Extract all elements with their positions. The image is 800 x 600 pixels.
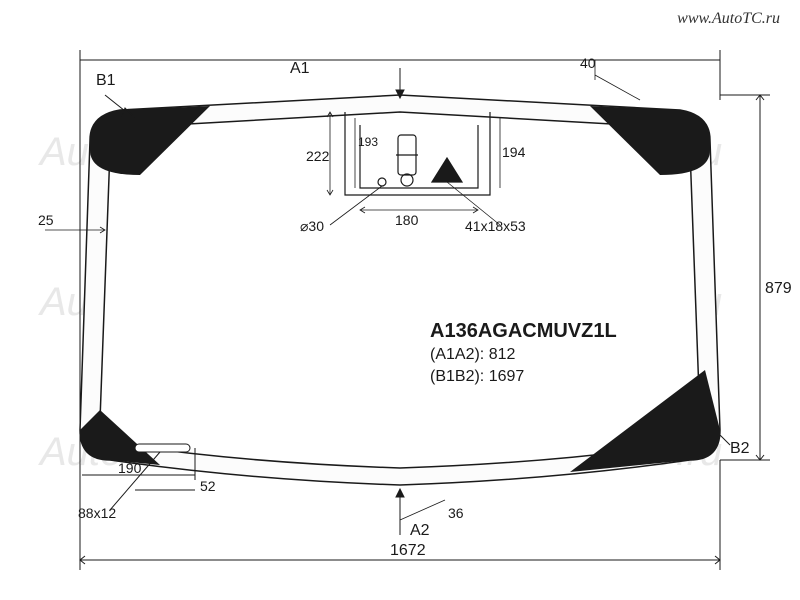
label-A1: A1 [290,60,310,78]
dim-222: 222 [306,148,329,164]
dim-194: 194 [502,144,525,160]
dim-40: 40 [580,55,596,71]
dim-879: 879 [765,280,792,298]
part-dim-a: (A1A2): 812 [430,346,515,364]
dim-52: 52 [200,478,216,494]
dim-36 [400,500,445,520]
windshield-inner [100,112,700,468]
label-B2: B2 [730,440,750,458]
dim-30: ⌀30 [300,218,324,235]
dim-190: 190 [118,460,141,476]
dim-1672: 1672 [390,542,426,560]
dim-88x12: 88x12 [78,505,116,521]
dim-193: 193 [358,135,378,149]
dim-40 [595,60,640,100]
windshield [80,95,720,485]
label-A2: A2 [410,522,430,540]
diagram-svg [0,0,800,600]
dim-41: 41x18x53 [465,218,526,234]
label-B1: B1 [96,72,116,90]
dim-36: 36 [448,505,464,521]
dim-180: 180 [395,212,418,228]
diagram-canvas: AutoTC.ru AutoTC.ru AutoTC.ru AutoTC.ru … [0,0,800,600]
part-dim-b: (B1B2): 1697 [430,368,524,386]
dim-25: 25 [38,212,54,228]
part-number: A136AGACMUVZ1L [430,320,617,343]
